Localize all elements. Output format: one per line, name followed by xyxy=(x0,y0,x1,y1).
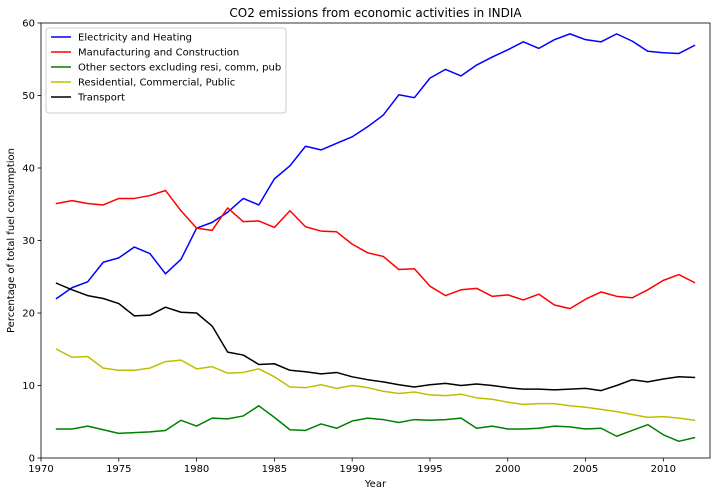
chart-title: CO2 emissions from economic activities i… xyxy=(229,6,522,20)
legend: Electricity and Heating Manufacturing and… xyxy=(45,27,287,114)
y-tick-label: 20 xyxy=(22,309,35,320)
series-line-1 xyxy=(55,189,696,310)
y-tick-label: 30 xyxy=(22,236,35,247)
y-axis: 0 10 20 30 40 50 60 xyxy=(22,19,41,465)
series-line-3 xyxy=(55,348,696,422)
x-axis-label: Year xyxy=(364,479,387,490)
legend-label-1: Manufacturing and Construction xyxy=(78,48,239,59)
x-tick-label: 1995 xyxy=(417,464,442,475)
legend-box xyxy=(45,27,287,114)
x-tick-label: 2000 xyxy=(495,464,520,475)
x-tick-label: 1985 xyxy=(262,464,287,475)
series-line-4 xyxy=(55,282,696,392)
legend-label-0: Electricity and Heating xyxy=(78,33,192,44)
x-tick-label: 1980 xyxy=(184,464,209,475)
legend-label-2: Other sectors excluding resi, comm, pub xyxy=(78,63,281,74)
legend-label-3: Residential, Commercial, Public xyxy=(78,78,235,89)
x-tick-label: 1970 xyxy=(28,464,53,475)
y-tick-label: 0 xyxy=(29,454,35,465)
x-tick-label: 2010 xyxy=(651,464,676,475)
y-tick-label: 10 xyxy=(22,381,35,392)
y-axis-label: Percentage of total fuel consumption xyxy=(6,148,17,333)
x-tick-label: 1990 xyxy=(339,464,364,475)
legend-label-4: Transport xyxy=(77,93,125,104)
series-line-2 xyxy=(55,405,696,443)
x-tick-label: 1975 xyxy=(106,464,131,475)
x-tick-label: 2005 xyxy=(573,464,598,475)
series-line-0 xyxy=(55,33,696,300)
y-tick-label: 60 xyxy=(22,19,35,30)
x-axis: 1970 1975 1980 1985 1990 1995 2000 2005 2010 xyxy=(28,458,676,475)
y-tick-label: 50 xyxy=(22,91,35,102)
y-tick-label: 40 xyxy=(22,164,35,175)
plot-area xyxy=(55,33,696,443)
